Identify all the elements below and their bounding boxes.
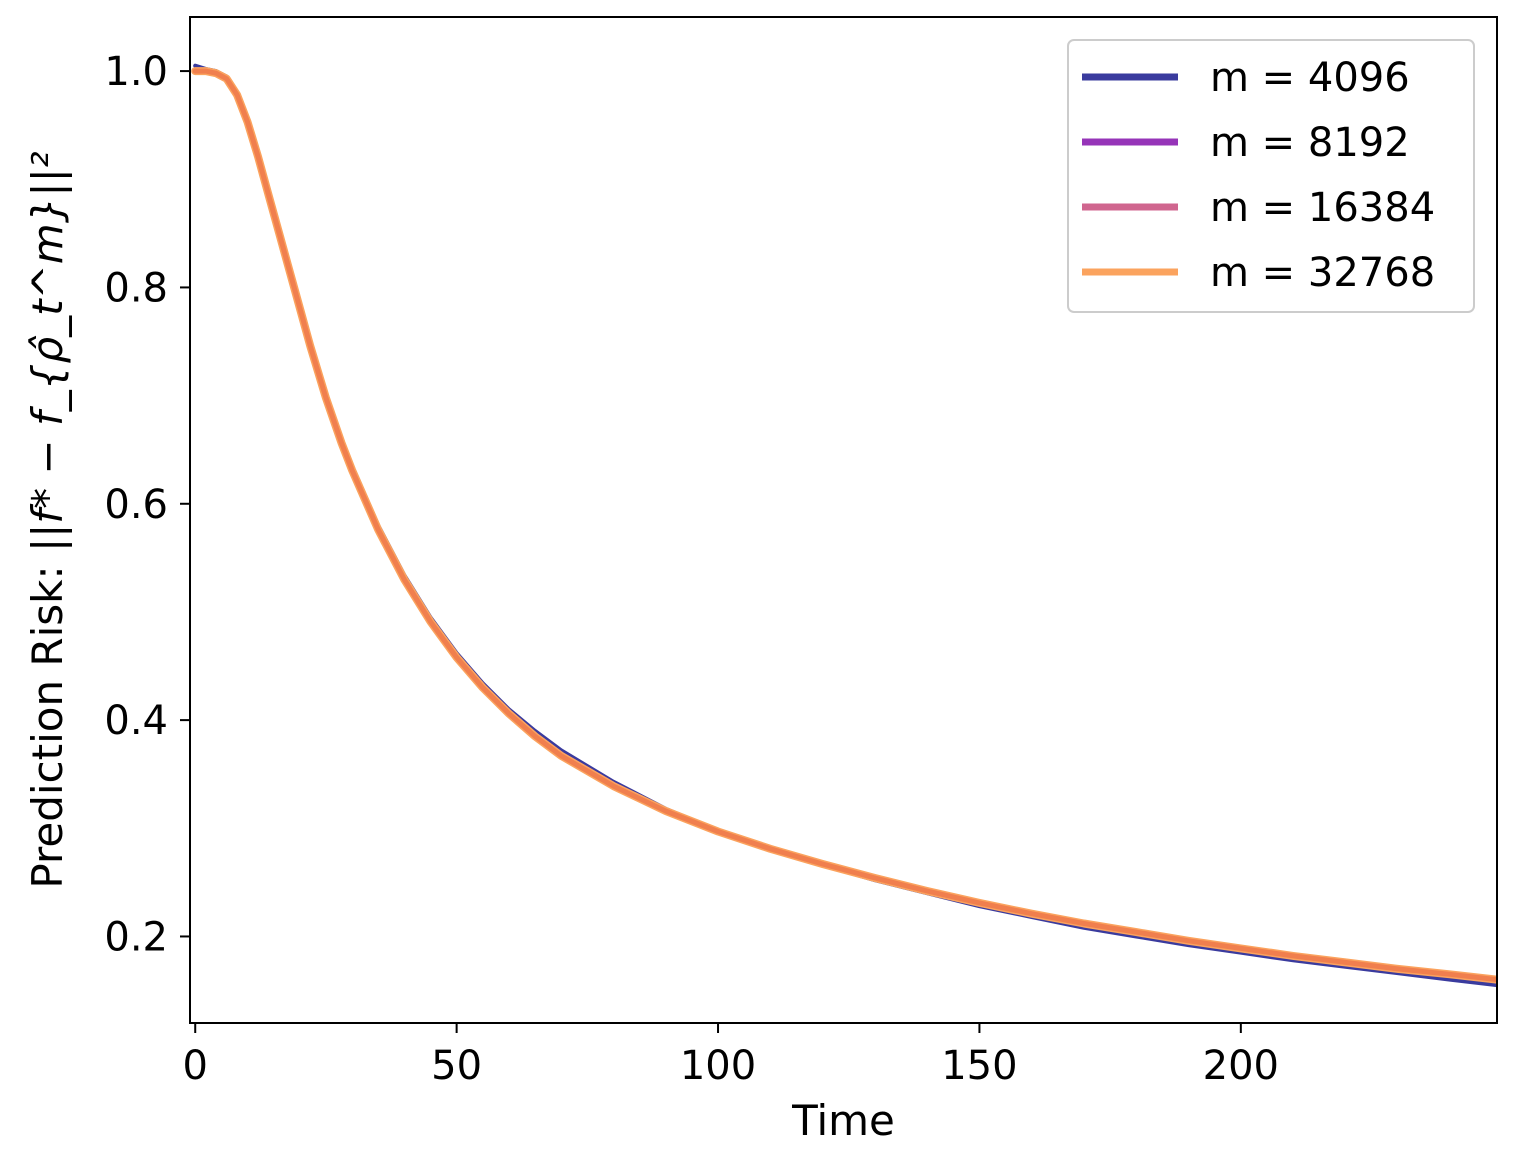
x-axis: 0 50 100 150 200 [183, 1023, 1279, 1089]
y-axis-label: Prediction Risk: ||f* − f_{ρ̂_t^m}||² [23, 151, 72, 888]
legend-label: m = 4096 [1210, 55, 1410, 101]
legend-box [1067, 39, 1475, 313]
x-axis-label: Time [791, 1096, 895, 1145]
y-axis: 0.2 0.4 0.6 0.8 1.0 [104, 49, 190, 960]
legend-label: m = 16384 [1210, 185, 1435, 231]
x-tick-label: 50 [431, 1043, 482, 1089]
y-tick-label: 0.8 [104, 265, 168, 311]
x-tick-label: 100 [680, 1043, 756, 1089]
x-tick-label: 0 [183, 1043, 208, 1089]
legend: m = 4096 m = 8192 m = 16384 m = 32768 [1067, 39, 1475, 313]
series-overlay-line [192, 68, 1497, 983]
series-lines [191, 63, 1497, 988]
y-tick-label: 1.0 [104, 49, 168, 95]
y-tick-label: 0.6 [104, 482, 168, 528]
y-tick-label: 0.4 [104, 698, 168, 744]
y-axis-label-text: Prediction Risk: [23, 552, 72, 889]
plot-frame [189, 16, 1498, 1024]
legend-label: m = 32768 [1210, 250, 1435, 296]
legend-label: m = 8192 [1210, 120, 1410, 166]
y-axis-label-math: ||f* − f_{ρ̂_t^m}||² [23, 151, 72, 552]
y-tick-label: 0.2 [104, 914, 168, 960]
x-tick-label: 200 [1203, 1043, 1279, 1089]
x-tick-label: 150 [941, 1043, 1017, 1089]
